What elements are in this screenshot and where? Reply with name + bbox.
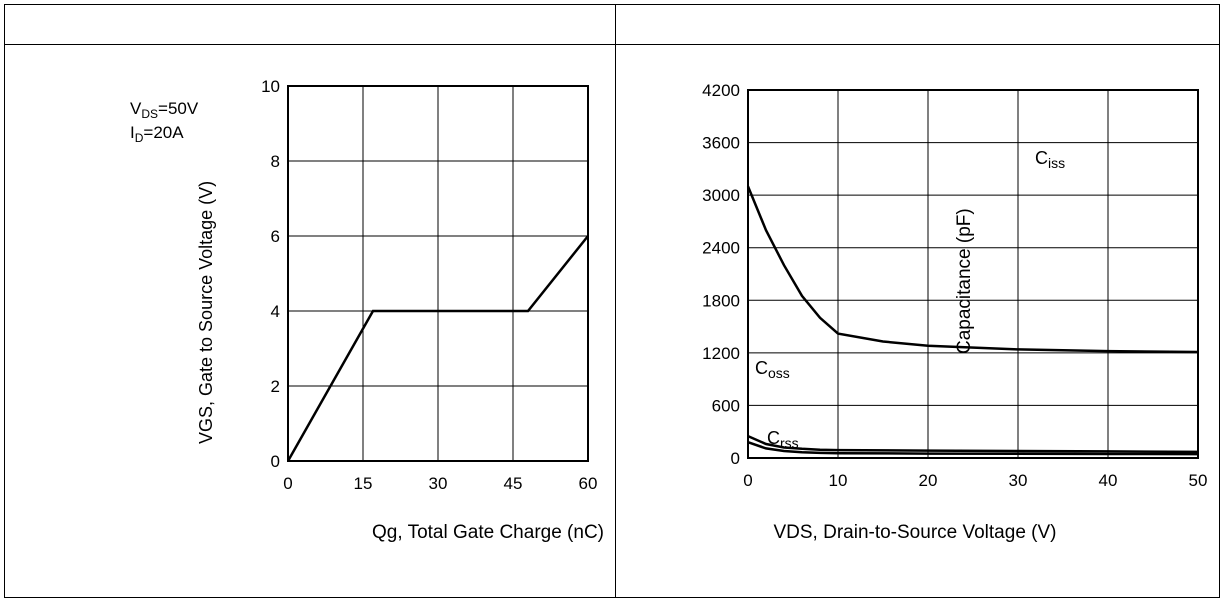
- x-tick-label: 50: [1189, 471, 1208, 490]
- table-header-right: [615, 4, 1220, 45]
- y-axis-label: Capacitance (pF): [954, 208, 975, 354]
- y-axis-label: VGS, Gate to Source Voltage (V): [196, 181, 216, 444]
- y-tick-label: 1800: [702, 291, 740, 310]
- legend-crss: Crss: [767, 428, 799, 451]
- grid: [287, 85, 589, 462]
- series-group: [286, 235, 589, 462]
- annotation-vds: VDS=50V: [130, 99, 199, 121]
- legend-ciss: Ciss: [1035, 148, 1065, 171]
- series-line-crss: [747, 441, 1199, 456]
- series-line-ciss: [746, 185, 1199, 354]
- y-tick-label: 10: [261, 77, 280, 96]
- x-axis-label: VDS, Drain-to-Source Voltage (V): [773, 522, 1056, 543]
- y-tick-label: 2400: [702, 239, 740, 258]
- x-tick-label: 0: [743, 471, 752, 490]
- x-tick-label: 30: [429, 474, 448, 493]
- x-tick-label: 40: [1099, 471, 1118, 490]
- x-tick-label: 0: [283, 474, 292, 493]
- y-tick-label: 0: [731, 449, 740, 468]
- series-line-0: [286, 235, 589, 462]
- x-tick-label: 45: [504, 474, 523, 493]
- x-tick-label: 30: [1009, 471, 1028, 490]
- y-tick-label: 4200: [702, 81, 740, 100]
- y-tick-label: 6: [271, 227, 280, 246]
- x-axis-label: Qg, Total Gate Charge (nC): [372, 522, 604, 543]
- y-tick-label: 2: [271, 377, 280, 396]
- y-tick-label: 1200: [702, 344, 740, 363]
- y-tick-label: 600: [712, 396, 740, 415]
- legend-coss: Coss: [755, 358, 790, 381]
- y-tick-label: 4: [271, 302, 280, 321]
- x-tick-label: 60: [579, 474, 598, 493]
- x-tick-label: 20: [919, 471, 938, 490]
- series-line-coss: [747, 434, 1199, 454]
- tick-labels: 0 600 1200 1800 2400 3000 3600 4200 0 10 20 30 40 50: [702, 81, 1207, 490]
- y-tick-label: 8: [271, 152, 280, 171]
- series-group: [746, 185, 1199, 456]
- y-tick-label: 0: [271, 452, 280, 471]
- y-tick-label: 3600: [702, 134, 740, 153]
- x-tick-label: 10: [829, 471, 848, 490]
- table-header-left: [4, 4, 616, 45]
- x-tick-label: 15: [354, 474, 373, 493]
- grid: [747, 89, 1199, 459]
- gate-charge-chart: 0 2 4 6 8 10 0 15 30 45 60 VDS=50V ID=20A Qg, Tota…: [130, 77, 604, 543]
- y-tick-label: 3000: [702, 186, 740, 205]
- annotation-id: ID=20A: [130, 123, 184, 145]
- tick-labels: 0 2 4 6 8 10 0 15 30 45 60: [261, 77, 597, 493]
